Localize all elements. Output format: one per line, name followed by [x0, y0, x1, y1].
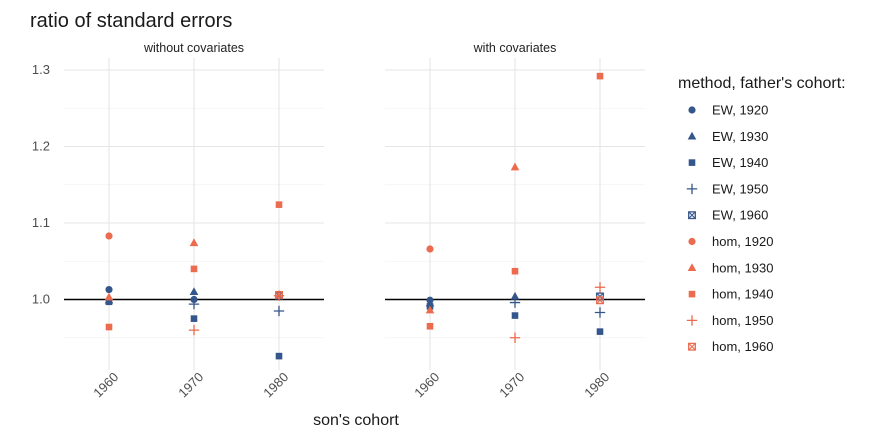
data-point	[596, 296, 604, 305]
chart-title: ratio of standard errors	[30, 10, 232, 32]
legend: method, father's cohort: EW, 1920 EW, 193…	[678, 75, 846, 354]
x-tick-label: 1980	[260, 369, 291, 400]
data-point	[511, 312, 519, 319]
x-axis-title: son's cohort	[313, 412, 399, 429]
data-point	[105, 232, 113, 240]
y-axis: 1.0 1.1 1.2 1.3	[32, 62, 50, 307]
data-point	[273, 305, 285, 317]
legend-label: hom, 1920	[712, 234, 773, 249]
data-point	[511, 267, 519, 275]
x-tick-label: 1970	[496, 369, 527, 400]
data-point	[105, 323, 113, 331]
legend-key	[688, 106, 696, 114]
panel-with-covariates: with covariates	[385, 41, 645, 370]
legend-key	[688, 159, 696, 166]
x-tick-label: 1980	[581, 369, 612, 400]
x-tick-label: 1960	[90, 369, 121, 400]
data-point	[596, 72, 604, 80]
strip-label-without-covariates: without covariates	[143, 41, 244, 55]
legend-label: hom, 1950	[712, 313, 773, 328]
legend-label: EW, 1940	[712, 155, 768, 170]
data-point	[510, 291, 520, 300]
legend-key	[688, 211, 696, 220]
data-point	[105, 298, 113, 306]
x-tick-label: 1960	[411, 369, 442, 400]
data-point	[189, 238, 199, 247]
data-point	[596, 328, 604, 335]
data-point	[190, 265, 198, 273]
legend-label: hom, 1940	[712, 287, 773, 302]
data-point	[510, 162, 520, 171]
y-tick-label: 1.1	[32, 215, 50, 230]
legend-label: EW, 1960	[712, 208, 768, 223]
legend-key	[687, 131, 697, 140]
data-point	[190, 315, 198, 322]
data-point	[189, 287, 199, 296]
data-point	[425, 305, 435, 314]
panel-without-covariates: without covariates	[64, 41, 324, 370]
legend-label: hom, 1960	[712, 339, 773, 354]
legend-key	[688, 237, 696, 246]
data-point	[275, 290, 283, 299]
legend-key	[687, 263, 697, 271]
x-tick-label: 1970	[175, 369, 206, 400]
data-point	[509, 297, 521, 308]
data-point	[426, 245, 434, 253]
legend-label: EW, 1950	[712, 181, 768, 196]
data-point	[275, 201, 283, 208]
x-axis: 1960 1970 1980 1960 1970 1980	[90, 369, 612, 400]
y-tick-label: 1.0	[32, 292, 50, 307]
legend-label: EW, 1920	[712, 103, 768, 118]
y-tick-label: 1.3	[32, 62, 50, 77]
y-tick-label: 1.2	[32, 139, 50, 154]
legend-key	[686, 315, 698, 326]
legend-label: EW, 1930	[712, 129, 768, 144]
legend-key	[688, 342, 696, 351]
legend-key	[686, 183, 698, 195]
data-point	[594, 307, 606, 318]
data-point	[509, 332, 521, 343]
data-point	[426, 322, 434, 330]
data-point	[275, 352, 283, 360]
legend-label: hom, 1930	[712, 260, 773, 275]
legend-key	[688, 290, 696, 298]
strip-label-with-covariates: with covariates	[473, 41, 557, 55]
data-point	[188, 298, 200, 310]
data-point	[104, 292, 114, 301]
data-point	[594, 282, 606, 293]
data-point	[105, 285, 113, 294]
data-point	[188, 324, 200, 336]
legend-title: method, father's cohort:	[678, 75, 846, 92]
